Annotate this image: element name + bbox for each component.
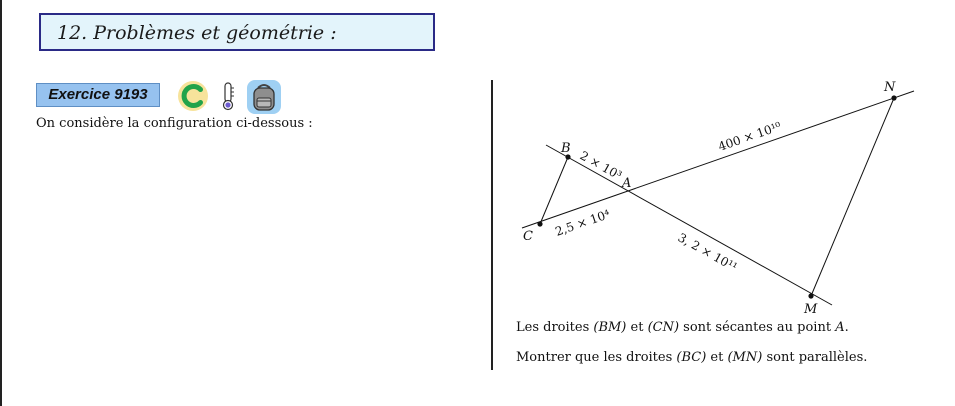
section-title: 12. Problèmes et géométrie : — [57, 22, 337, 44]
line-name-CN: (CN) — [647, 320, 680, 335]
line-BM — [545, 144, 833, 306]
point-B — [565, 154, 571, 160]
segment-BC — [539, 156, 569, 225]
statement-text: sont parallèles. — [762, 350, 868, 365]
column-divider — [491, 80, 493, 370]
label-C: C — [523, 229, 533, 244]
length-AM: 3, 2 × 10¹¹ — [676, 230, 740, 274]
label-N: N — [883, 80, 896, 95]
backpack-icon — [247, 80, 281, 114]
calculator-c-icon — [178, 81, 208, 111]
line-name-MN: (MN) — [727, 350, 763, 365]
geometry-figure: B A C N M 2 × 10³ 2,5 × 10⁴ 400 × 10¹⁰ 3… — [521, 80, 915, 317]
point-name-A: A — [835, 320, 845, 335]
segment-NM — [810, 97, 895, 297]
line-CN — [521, 90, 915, 229]
length-CA: 2,5 × 10⁴ — [553, 207, 611, 239]
line-name-BM: (BM) — [593, 320, 627, 335]
point-C — [537, 221, 543, 227]
point-M — [808, 293, 814, 299]
statement-text: et — [626, 320, 648, 335]
statement-text: . — [844, 320, 849, 335]
exercise-badge: Exercice 9193 — [36, 83, 160, 107]
line-name-BC: (BC) — [676, 350, 707, 365]
thermometer-icon — [222, 82, 234, 111]
statement-line-1: Les droites (BM) et (CN) sont sécantes a… — [516, 320, 849, 335]
statement-text: Montrer que les droites — [516, 350, 677, 365]
statement-text: Les droites — [516, 320, 594, 335]
statement-line-2: Montrer que les droites (BC) et (MN) son… — [516, 350, 867, 365]
length-BA: 2 × 10³ — [578, 148, 625, 182]
point-N — [891, 95, 897, 101]
page-left-rule — [0, 0, 2, 406]
label-B: B — [560, 141, 571, 156]
intro-text: On considère la configuration ci-dessous… — [36, 116, 313, 131]
label-A: A — [621, 176, 631, 191]
statement-text: et — [706, 350, 728, 365]
section-header: 12. Problèmes et géométrie : — [39, 13, 435, 51]
statement-text: sont sécantes au point — [679, 320, 836, 335]
label-M: M — [803, 302, 818, 317]
